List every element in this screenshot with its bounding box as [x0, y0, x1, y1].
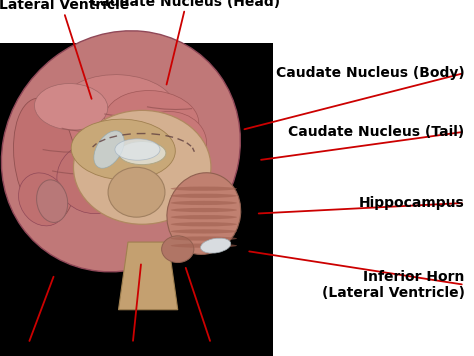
Text: Caudate Nucleus (Head): Caudate Nucleus (Head) — [90, 0, 280, 9]
Ellipse shape — [201, 238, 231, 253]
Ellipse shape — [162, 236, 194, 263]
Text: Hippocampus: Hippocampus — [359, 196, 465, 210]
Text: Caudate Nucleus (Tail): Caudate Nucleus (Tail) — [288, 125, 465, 139]
Ellipse shape — [1, 31, 240, 272]
Text: Lateral Ventricle: Lateral Ventricle — [0, 0, 129, 12]
Ellipse shape — [171, 187, 237, 191]
Ellipse shape — [41, 89, 130, 188]
Ellipse shape — [36, 180, 68, 222]
Ellipse shape — [62, 75, 175, 139]
Text: Inferior Horn
(Lateral Ventricle): Inferior Horn (Lateral Ventricle) — [321, 270, 465, 300]
Text: Caudate Nucleus (Body): Caudate Nucleus (Body) — [276, 66, 465, 80]
Text: Thalamus: Thalamus — [95, 344, 171, 356]
Ellipse shape — [118, 142, 166, 164]
Ellipse shape — [108, 167, 165, 217]
Ellipse shape — [125, 111, 207, 180]
Ellipse shape — [105, 90, 199, 152]
Ellipse shape — [167, 173, 241, 255]
Text: Putamen: Putamen — [0, 344, 64, 356]
Ellipse shape — [73, 110, 211, 224]
Ellipse shape — [57, 142, 133, 214]
Ellipse shape — [18, 173, 67, 226]
Ellipse shape — [171, 194, 237, 198]
Ellipse shape — [94, 131, 124, 168]
Polygon shape — [118, 242, 178, 310]
Text: Amygdala: Amygdala — [172, 344, 250, 356]
Ellipse shape — [171, 208, 237, 212]
Ellipse shape — [171, 215, 237, 219]
Ellipse shape — [35, 84, 108, 130]
Ellipse shape — [171, 236, 237, 241]
Ellipse shape — [71, 119, 175, 180]
FancyBboxPatch shape — [0, 43, 273, 356]
Ellipse shape — [171, 222, 237, 226]
Ellipse shape — [13, 98, 77, 222]
Ellipse shape — [171, 229, 237, 234]
Ellipse shape — [171, 244, 237, 248]
Ellipse shape — [115, 139, 160, 160]
Ellipse shape — [171, 201, 237, 205]
